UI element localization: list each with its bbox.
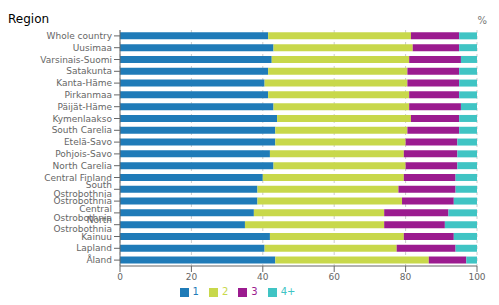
svg-text:Kanta-Häme: Kanta-Häme — [56, 78, 112, 88]
svg-text:Varsinais-Suomi: Varsinais-Suomi — [40, 55, 112, 65]
svg-text:Lapland: Lapland — [76, 243, 112, 253]
svg-text:Etelä-Savo: Etelä-Savo — [64, 137, 113, 147]
svg-text:Uusimaa: Uusimaa — [73, 43, 112, 53]
svg-text:Pirkanmaa: Pirkanmaa — [64, 90, 112, 100]
svg-text:Åland: Åland — [86, 254, 112, 265]
svg-text:40: 40 — [257, 272, 269, 282]
svg-text:80: 80 — [400, 272, 412, 282]
svg-text:South Carelia: South Carelia — [52, 125, 112, 135]
svg-text:0: 0 — [117, 272, 123, 282]
svg-text:Kymenlaakso: Kymenlaakso — [52, 114, 112, 124]
svg-text:Päijät-Häme: Päijät-Häme — [58, 102, 113, 112]
svg-text:Whole country: Whole country — [47, 31, 113, 41]
svg-text:Satakunta: Satakunta — [66, 66, 112, 76]
svg-text:North Carelia: North Carelia — [53, 161, 112, 171]
svg-text:Kainuu: Kainuu — [81, 232, 112, 242]
svg-text:Pohjois-Savo: Pohjois-Savo — [55, 149, 112, 159]
svg-text:20: 20 — [186, 272, 198, 282]
svg-text:100: 100 — [468, 272, 485, 282]
svg-text:60: 60 — [328, 272, 340, 282]
